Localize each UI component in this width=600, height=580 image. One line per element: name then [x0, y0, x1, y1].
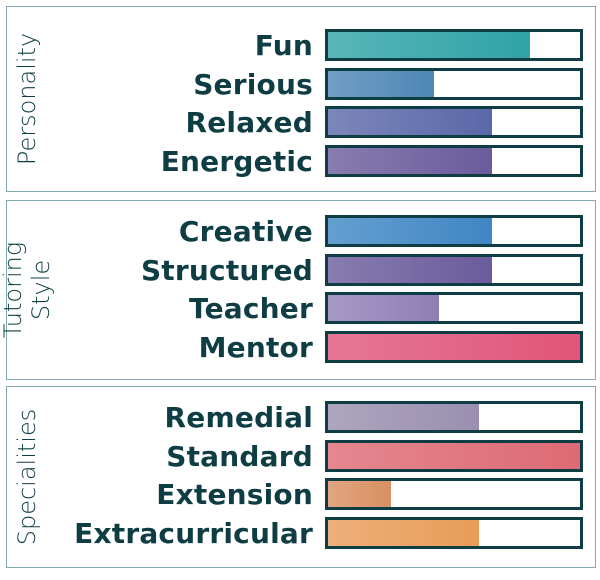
category-label: Teacher	[189, 292, 313, 325]
bar-track	[325, 330, 583, 363]
bar-row: Fun	[7, 27, 595, 65]
bar-track	[325, 67, 583, 100]
bar	[328, 218, 492, 244]
bar-row: Extracurricular	[7, 515, 595, 553]
bar	[328, 70, 434, 97]
bar-track	[325, 478, 583, 510]
bar-track	[325, 144, 583, 177]
bar	[328, 32, 530, 58]
bar-row: Energetic	[7, 143, 595, 181]
category-label: Extracurricular	[74, 516, 313, 550]
category-label: Serious	[193, 67, 313, 101]
bar	[328, 109, 492, 135]
bar	[328, 147, 492, 174]
bar	[328, 442, 580, 469]
bar-row: Mentor	[7, 329, 595, 367]
bar-track	[325, 439, 583, 472]
category-label: Mentor	[198, 330, 313, 364]
bar-row: Remedial	[7, 399, 595, 437]
bar	[328, 481, 391, 507]
category-label: Extension	[156, 478, 313, 511]
bar-row: Standard	[7, 438, 595, 476]
bar-row: Serious	[7, 66, 595, 104]
category-label: Standard	[166, 439, 313, 473]
category-label: Creative	[178, 215, 313, 248]
bar-track	[325, 516, 583, 549]
category-label: Fun	[254, 29, 313, 62]
bar	[328, 295, 439, 321]
bar-track	[325, 215, 583, 247]
bar-track	[325, 29, 583, 61]
bar-track	[325, 106, 583, 138]
bar-row: Extension	[7, 476, 595, 514]
category-label: Relaxed	[185, 106, 313, 139]
category-label: Energetic	[160, 144, 313, 178]
bar	[328, 404, 479, 430]
bar	[328, 256, 492, 283]
bar-track	[325, 401, 583, 433]
group-panel: Specialities Remedial Standard Extension Ext…	[6, 386, 596, 568]
bar-row: Relaxed	[7, 104, 595, 142]
bar-row: Teacher	[7, 290, 595, 328]
group-panel: Personality Fun Serious Relaxed Energetic	[6, 6, 596, 192]
bar	[328, 519, 479, 546]
category-label: Structured	[140, 253, 313, 287]
bar-track	[325, 292, 583, 324]
group-panel: Tutoring Style Creative Structured Teacher M…	[0, 200, 596, 380]
bar-row: Creative	[7, 213, 595, 251]
bar	[328, 333, 580, 360]
bar-track	[325, 253, 583, 286]
bar-row: Structured	[7, 252, 595, 290]
category-label: Remedial	[164, 401, 313, 434]
